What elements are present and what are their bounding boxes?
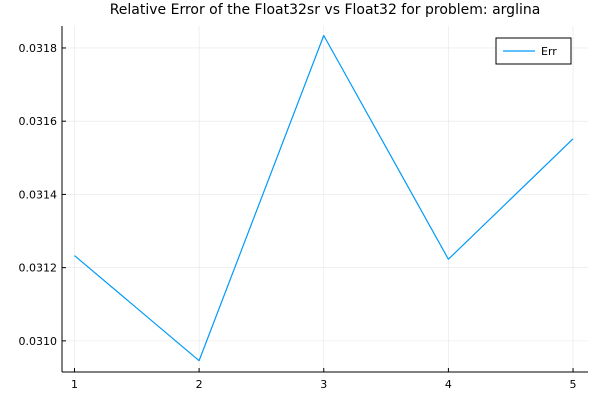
y-tick-label-1: 0.0310 (19, 335, 58, 348)
legend-label-err: Err (541, 45, 557, 58)
x-tick-label-2: 2 (196, 378, 203, 391)
chart-title: Relative Error of the Float32sr vs Float… (110, 2, 541, 18)
y-tick-label-4: 0.0316 (19, 115, 58, 128)
y-tick-label-5: 0.0318 (19, 42, 58, 55)
x-tick-label-5: 5 (570, 378, 577, 391)
ticks: 1 2 3 4 5 0.0310 0.0312 0.0314 0.0316 0.0318 (19, 42, 577, 391)
series-layer (74, 34, 574, 362)
series-line-err (74, 34, 574, 362)
legend: Err (495, 37, 572, 65)
y-tick-label-2: 0.0312 (19, 262, 58, 275)
x-tick-label-3: 3 (320, 378, 327, 391)
axes (61, 26, 588, 373)
x-tick-label-4: 4 (445, 378, 452, 391)
y-tick-label-3: 0.0314 (19, 188, 58, 201)
x-tick-label-1: 1 (71, 378, 78, 391)
grid (62, 26, 588, 372)
